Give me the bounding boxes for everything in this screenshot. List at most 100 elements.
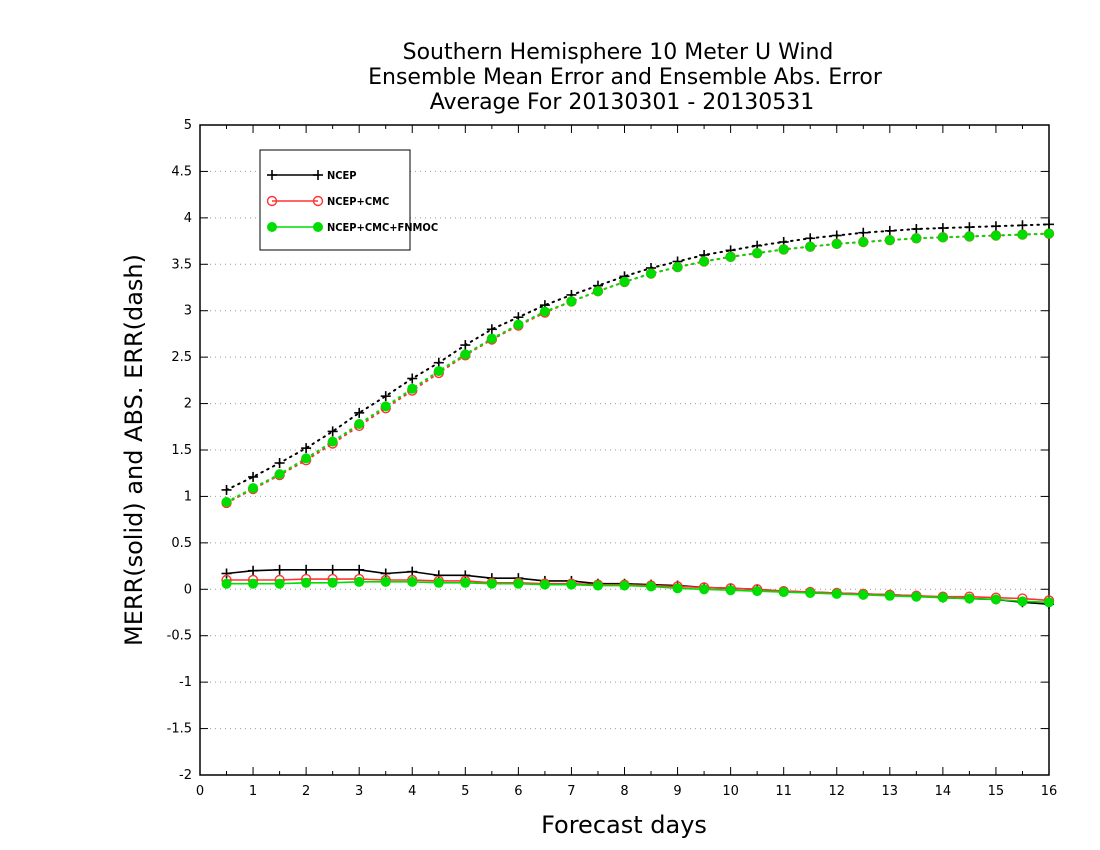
mean-err-point-ncep: [274, 564, 285, 575]
mean-err-point-ncep-cmc-fnmoc: [990, 594, 1001, 605]
legend-items: NCEP NCEP+CMC NCEP+CMC+FNMOC: [266, 169, 438, 234]
abs-err-point-ncep-cmc-fnmoc: [380, 401, 391, 412]
y-tick-label: 1: [184, 489, 192, 504]
mean-err-point-ncep-cmc-fnmoc: [646, 581, 657, 592]
mean-err-point-ncep-cmc-fnmoc: [327, 577, 338, 588]
y-tick-label: 2.5: [171, 350, 192, 365]
x-tick-label: 3: [355, 784, 363, 799]
mean-err-point-ncep-cmc-fnmoc: [964, 593, 975, 604]
y-tick-label: -0.5: [167, 629, 192, 644]
x-tick-label: 4: [408, 784, 416, 799]
chart-title: Southern Hemisphere 10 Meter U Wind Ense…: [368, 40, 883, 115]
y-tick-label: 1.5: [171, 443, 192, 458]
legend-marker-ncep-cmc: [266, 195, 278, 207]
abs-err-point-ncep: [274, 458, 285, 468]
abs-err-point-ncep-cmc-fnmoc: [221, 497, 232, 507]
y-tick-label: 5: [184, 118, 192, 133]
mean-err-point-ncep-cmc-fnmoc: [354, 576, 365, 587]
abs-err-point-ncep: [460, 340, 471, 351]
mean-err-point-ncep-cmc-fnmoc: [460, 577, 471, 588]
legend-marker-ncep: [313, 170, 323, 180]
y-tick-label: 3.5: [171, 257, 192, 272]
abs-err-point-ncep: [221, 484, 232, 495]
mean-err-point-ncep: [248, 565, 259, 576]
mean-err-line-ncep: [226, 568, 1050, 605]
legend-item-ncep: NCEP: [267, 169, 357, 182]
y-tick-label: -1: [179, 675, 192, 690]
abs-err-point-ncep-cmc-fnmoc: [539, 306, 550, 317]
abs-err-point-ncep-cmc-fnmoc: [327, 436, 338, 447]
x-tick-label: 12: [828, 784, 845, 799]
abs-err-point-ncep: [407, 373, 418, 384]
mean-err-point-ncep-cmc-fnmoc: [884, 590, 895, 601]
x-tick-label: 0: [196, 784, 204, 799]
mean-err-point-ncep-cmc-fnmoc: [911, 591, 922, 602]
mean-err-point-ncep: [354, 564, 365, 575]
mean-err-point-ncep-cmc-fnmoc: [1044, 597, 1054, 608]
abs-err-point-ncep: [884, 225, 895, 236]
mean-err-point-ncep-cmc-fnmoc: [831, 588, 842, 599]
legend-label-ncep-cmc: NCEP+CMC: [327, 195, 389, 208]
y-tick-label: 0.5: [171, 536, 192, 551]
legend-marker-ncep: [267, 170, 277, 180]
mean-err-point-ncep-cmc-fnmoc: [725, 585, 736, 596]
mean-err-point-ncep-cmc-fnmoc: [274, 578, 285, 589]
abs-err-line-ncep: [225, 223, 1050, 491]
mean-err-point-ncep-cmc-fnmoc: [592, 580, 603, 591]
abs-err-point-ncep-cmc-fnmoc: [274, 469, 285, 480]
abs-err-point-ncep-cmc-fnmoc: [752, 248, 763, 259]
abs-err-point-ncep: [858, 227, 869, 238]
y-tick-label: 4: [184, 211, 192, 226]
mean-err-point-ncep-cmc-fnmoc: [513, 578, 524, 589]
mean-err-point-ncep-cmc-fnmoc: [619, 580, 630, 591]
abs-err-point-ncep-cmc-fnmoc: [884, 235, 895, 246]
abs-err-point-ncep-cmc-fnmoc: [248, 483, 259, 494]
abs-err-point-ncep-cmc-fnmoc: [805, 241, 816, 252]
legend-item-ncep-cmc: NCEP+CMC: [266, 195, 389, 208]
mean-err-point-ncep-cmc-fnmoc: [380, 576, 391, 587]
mean-err-point-ncep: [327, 564, 338, 575]
legend-label-ncep-cmc-fnmoc: NCEP+CMC+FNMOC: [327, 221, 438, 234]
legend-marker-ncep-cmc: [312, 195, 324, 207]
x-tick-label: 10: [722, 784, 739, 799]
mean-err-point-ncep: [221, 568, 232, 579]
x-tick-label: 7: [567, 784, 575, 799]
abs-err-point-ncep-cmc-fnmoc: [301, 453, 312, 464]
y-tick-label: 2: [184, 397, 192, 412]
mean-err-point-ncep-cmc-fnmoc: [248, 578, 259, 589]
abs-err-point-ncep: [327, 426, 338, 437]
abs-err-point-ncep-cmc-fnmoc: [911, 233, 922, 244]
axis-ticks: [199, 124, 1050, 776]
abs-err-point-ncep-cmc-fnmoc: [699, 256, 710, 267]
abs-err-point-ncep: [301, 443, 312, 454]
abs-err-point-ncep-cmc-fnmoc: [937, 232, 948, 243]
abs-err-point-ncep: [380, 391, 391, 402]
gridlines: [200, 170, 1049, 730]
abs-err-point-ncep-cmc-fnmoc: [460, 349, 471, 360]
legend-marker-ncep-cmc-fnmoc: [267, 222, 277, 232]
mean-err-point-ncep-cmc-fnmoc: [433, 577, 444, 588]
abs-err-line-ncep-cmc-fnmoc: [225, 232, 1050, 503]
chart-title-line-3: Average For 20130301 - 20130531: [430, 90, 815, 115]
x-tick-label: 13: [882, 784, 899, 799]
mean-err-point-ncep-cmc-fnmoc: [566, 579, 577, 590]
abs-err-point-ncep: [1044, 219, 1054, 230]
mean-err-point-ncep-cmc-fnmoc: [301, 577, 312, 588]
chart-title-line-2: Ensemble Mean Error and Ensemble Abs. Er…: [368, 65, 883, 90]
y-tick-labels: -2 -1.5 -1 -0.5 0 0.5 1 1.5 2 2.5 3 3.5 4 4.5 5: [167, 118, 192, 783]
x-tick-label: 2: [302, 784, 310, 799]
legend-label-ncep: NCEP: [327, 169, 357, 182]
abs-err-point-ncep: [1017, 220, 1028, 231]
abs-err-point-ncep: [354, 407, 365, 418]
chart-title-line-1: Southern Hemisphere 10 Meter U Wind: [403, 40, 834, 65]
series-lines: [225, 223, 1050, 605]
mean-err-point-ncep: [301, 564, 312, 575]
mean-err-point-ncep-cmc-fnmoc: [752, 586, 763, 597]
abs-err-point-ncep: [248, 471, 259, 482]
mean-err-point-ncep-cmc-fnmoc: [699, 584, 710, 595]
y-axis-label: MERR(solid) and ABS. ERR(dash): [120, 254, 148, 646]
abs-err-point-ncep-cmc-fnmoc: [566, 296, 577, 307]
abs-err-point-ncep: [990, 221, 1001, 232]
x-tick-label: 1: [249, 784, 257, 799]
